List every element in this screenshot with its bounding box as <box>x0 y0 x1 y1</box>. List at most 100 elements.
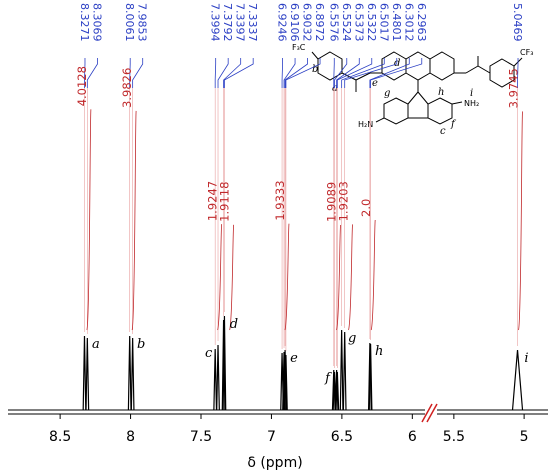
structure: F₃C CF₃ H₂N NH₂ a b d e g h c f i <box>292 43 533 137</box>
peak-connector <box>344 58 398 88</box>
peak-label: 6.5017 <box>377 3 390 42</box>
peak-connector <box>369 58 410 88</box>
group: F₃C <box>292 43 306 52</box>
structure-letter: a <box>332 83 338 94</box>
x-tick-label: 7.5 <box>190 429 212 445</box>
peak-connector <box>223 58 242 88</box>
peak <box>368 343 373 411</box>
ring <box>405 51 431 81</box>
integral-label: 1.9118 <box>218 182 232 222</box>
integral-label: 1.9089 <box>325 182 339 222</box>
peak <box>342 331 347 411</box>
peak-label: 6.5576 <box>327 3 340 42</box>
peak <box>213 348 218 411</box>
integral-curve <box>217 224 223 331</box>
peak-label: 5.0469 <box>511 3 524 42</box>
integral-label: 2.0 <box>359 199 373 217</box>
peak <box>130 337 135 411</box>
structure-letter: b <box>312 64 318 75</box>
peak-connector <box>370 58 423 88</box>
integral-label: 1.9247 <box>206 181 220 221</box>
peak-connector <box>281 58 283 88</box>
peak-label: 7.9853 <box>136 3 149 42</box>
peak <box>334 369 339 411</box>
peak-connector <box>86 58 98 88</box>
group: CF₃ <box>520 48 533 57</box>
peak-label: 6.5373 <box>352 3 365 42</box>
peak-connector <box>333 58 335 88</box>
peak-connector <box>341 58 385 88</box>
peak <box>511 349 524 411</box>
peak <box>367 342 372 411</box>
peak-label: 6.4801 <box>390 3 403 42</box>
structure-letter: d <box>394 58 400 69</box>
ring <box>429 51 455 81</box>
peak-label: 6.5322 <box>365 3 378 42</box>
peak <box>283 349 287 411</box>
peak <box>216 344 220 411</box>
assignment-label: e <box>290 351 298 366</box>
peak-label: 7.3792 <box>221 3 234 42</box>
peak <box>284 354 288 411</box>
peak <box>85 337 90 411</box>
peak-connector <box>129 58 131 88</box>
x-tick-label: 5 <box>520 429 529 445</box>
x-axis-label: δ (ppm) <box>247 455 302 471</box>
x-tick-label: 8.5 <box>49 429 71 445</box>
integral-curve <box>370 219 376 331</box>
integral-curve <box>131 110 137 331</box>
integral-label: 1.9203 <box>337 181 351 221</box>
structure-letter: c <box>440 126 446 137</box>
x-tick-label: 5.5 <box>443 429 465 445</box>
ring <box>317 51 343 81</box>
ring <box>427 97 453 125</box>
assignment-label: i <box>524 351 528 366</box>
structure-letter: h <box>438 87 444 98</box>
peak-label: 8.3271 <box>78 3 91 42</box>
peak <box>221 319 226 411</box>
integral-curve <box>518 111 523 331</box>
group: NH₂ <box>464 99 479 108</box>
integral-label: 3.9826 <box>120 68 134 108</box>
integral-label: 3.9745 <box>507 68 521 108</box>
peak-connector <box>132 58 144 88</box>
peak-label: 6.9032 <box>301 3 314 42</box>
integral-curve <box>229 224 235 331</box>
peak-connector <box>285 58 321 88</box>
x-tick-label: 7 <box>267 429 276 445</box>
bond <box>451 101 463 105</box>
assignment-label: f <box>324 371 332 386</box>
bond <box>407 91 419 105</box>
peak-label: 6.2963 <box>415 3 428 42</box>
bond <box>355 72 371 81</box>
bond <box>375 117 385 123</box>
peak-label: 7.3397 <box>234 3 247 42</box>
structure-letter: g <box>384 88 390 99</box>
peak <box>331 369 336 411</box>
peak-label: 8.3069 <box>90 3 103 42</box>
peak-label: 6.9246 <box>276 3 289 42</box>
peak-connector <box>284 58 308 88</box>
integral-label: 1.9333 <box>273 180 287 220</box>
ring <box>383 97 409 125</box>
peak-connector <box>517 58 519 88</box>
bond <box>311 51 319 60</box>
assignment-label: a <box>92 337 100 352</box>
peak-connector <box>283 58 296 88</box>
group: H₂N <box>358 120 373 129</box>
x-tick-label: 6.5 <box>331 429 353 445</box>
x-tick-label: 6 <box>408 429 417 445</box>
structure-letter: f <box>450 119 457 130</box>
peak <box>339 329 344 411</box>
peak-connector <box>84 58 86 88</box>
integral-curve <box>86 109 92 331</box>
integral-curve <box>348 224 353 331</box>
bond <box>465 65 479 74</box>
peak-connector <box>336 58 373 88</box>
peak <box>222 315 227 411</box>
assignment-label: g <box>348 331 356 346</box>
assignment-label: c <box>205 346 213 361</box>
peak <box>335 371 340 411</box>
assignment-label: d <box>230 317 238 332</box>
